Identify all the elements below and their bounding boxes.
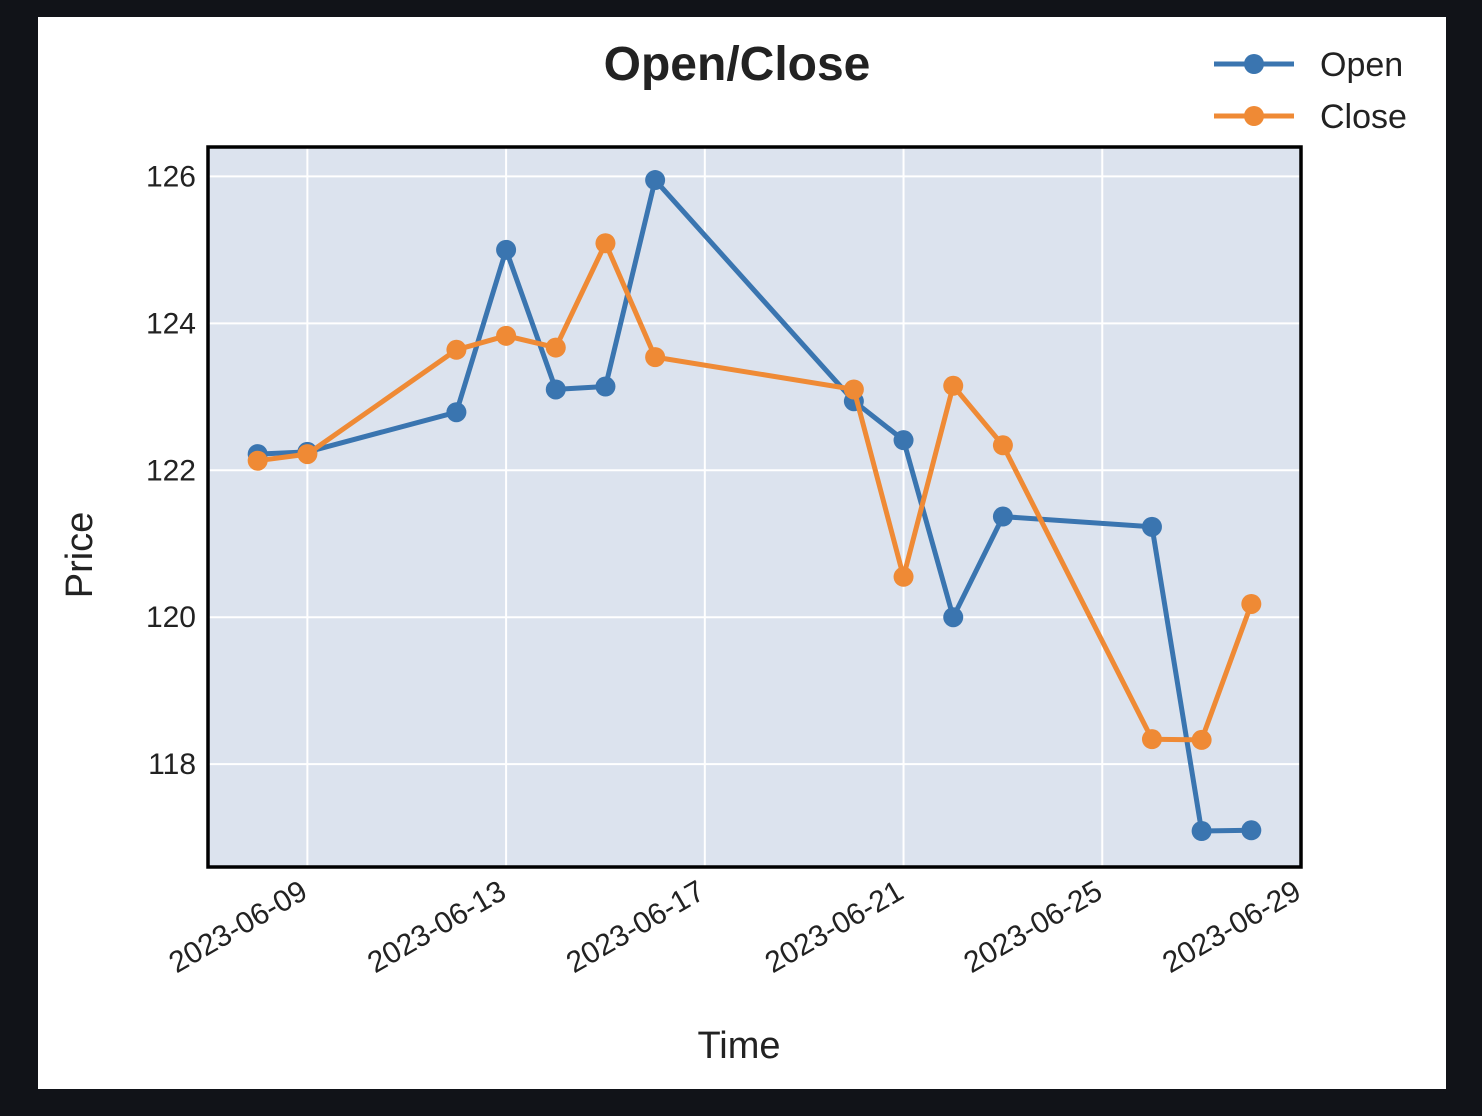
data-point-open [992,506,1013,527]
x-tick-label: 2023-06-13 [362,874,511,979]
data-point-close [297,444,318,465]
x-tick-label: 2023-06-09 [163,874,312,979]
legend: Open Close [1214,46,1407,136]
y-tick-label: 120 [146,601,196,634]
y-tick-label: 122 [146,454,196,487]
legend-label-close: Close [1320,98,1407,136]
legend-marker-close [1244,106,1264,126]
series-layer [247,170,1262,841]
y-axis-label: Price [59,512,101,599]
chart-title: Open/Close [604,38,871,91]
x-axis-ticks: 2023-06-09 2023-06-13 2023-06-17 2023-06-21… [163,874,1306,979]
data-point-close [943,375,964,396]
data-point-open [446,402,467,423]
data-point-open [1241,820,1262,841]
data-point-close [645,347,666,368]
y-tick-label: 124 [146,307,196,340]
y-axis-ticks: 118 120 122 124 126 [146,160,196,781]
data-point-close [595,233,616,254]
data-point-open [943,607,964,628]
data-point-open [595,376,616,397]
data-point-close [893,566,914,587]
data-point-open [1191,821,1212,841]
data-point-close [843,379,864,400]
x-tick-label: 2023-06-21 [760,874,909,979]
data-point-close [992,435,1013,456]
data-point-open [496,239,517,260]
data-point-close [496,325,517,346]
series-line-open [257,177,1252,834]
data-point-close [446,339,467,360]
data-point-open [1141,516,1162,537]
x-tick-label: 2023-06-29 [1157,874,1306,979]
plot-area [208,147,1301,867]
data-point-open [893,430,914,451]
data-point-close [545,337,566,358]
plot-frame [206,145,1303,869]
x-tick-label: 2023-06-17 [561,874,710,979]
y-tick-label: 126 [146,160,196,193]
data-point-close [1241,593,1262,614]
data-point-close [1191,729,1212,750]
data-point-open [545,379,566,400]
x-tick-label: 2023-06-25 [958,874,1107,979]
y-tick-label: 118 [148,748,196,781]
data-point-close [247,450,268,471]
legend-label-open: Open [1320,46,1403,84]
legend-marker-open [1244,54,1264,74]
x-axis-label: Time [697,1025,780,1067]
data-point-open [645,170,666,191]
data-point-close [1141,729,1162,750]
